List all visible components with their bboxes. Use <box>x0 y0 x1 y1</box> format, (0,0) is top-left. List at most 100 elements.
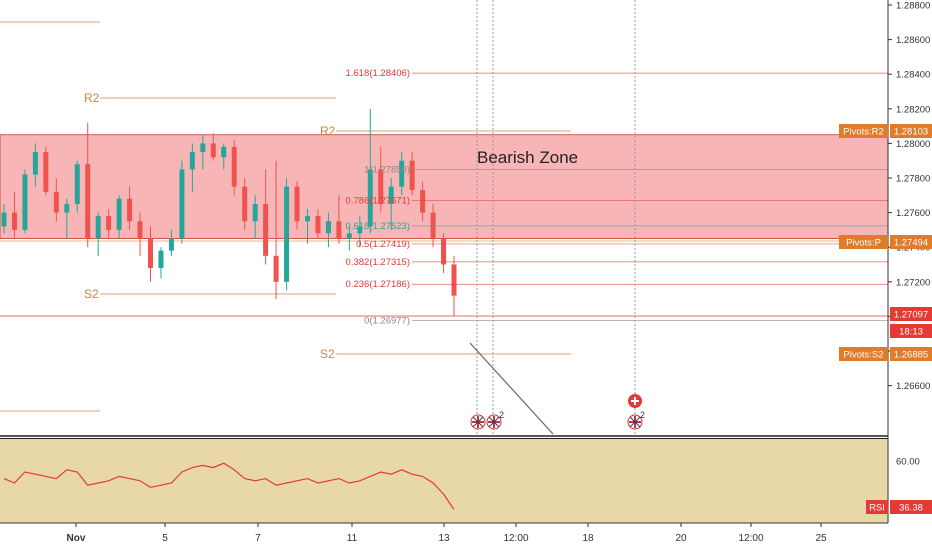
candle-body[interactable] <box>315 216 321 234</box>
current-price-badge[interactable] <box>890 307 932 321</box>
fib-level-label: 0.382(1.27315) <box>346 257 410 268</box>
candle-body[interactable] <box>148 238 154 268</box>
candle-body[interactable] <box>43 152 49 192</box>
candle-body[interactable] <box>399 160 405 187</box>
candle-body[interactable] <box>284 186 290 282</box>
price-tick-label: 1.26600 <box>896 381 930 392</box>
candle-body[interactable] <box>304 216 310 222</box>
candle-body[interactable] <box>1 212 7 227</box>
candle-body[interactable] <box>32 152 38 175</box>
rsi-value-badge[interactable] <box>890 500 932 514</box>
pivots-p-badge-label: Pivots:P <box>846 238 881 249</box>
candle-body[interactable] <box>388 186 394 204</box>
price-tick-label: 1.28600 <box>896 35 930 46</box>
candle-body[interactable] <box>85 164 91 239</box>
candle-body[interactable] <box>64 203 70 213</box>
pivots-r2-badge-label: Pivots:R2 <box>843 127 884 138</box>
candle-body[interactable] <box>231 146 237 187</box>
candle-body[interactable] <box>294 186 300 222</box>
price-scale[interactable] <box>888 0 932 523</box>
fib-level-label: 0.786(1.27671) <box>346 195 410 206</box>
candle-body[interactable] <box>127 198 133 222</box>
pivots-s2-badge[interactable] <box>890 347 932 361</box>
rsi-line[interactable] <box>3 462 455 510</box>
candle-body[interactable] <box>137 221 143 239</box>
rsi-label: RSI <box>869 503 885 514</box>
time-tick-label: 18 <box>582 533 594 544</box>
candle-body[interactable] <box>221 146 227 158</box>
pivot-r2-label-left: R2 <box>84 91 100 105</box>
uk-flag-icon[interactable] <box>486 414 502 430</box>
pivots-s2-badge-label: Pivots:S2 <box>843 350 883 361</box>
candle-body[interactable] <box>409 160 415 191</box>
price-tick-label: 1.28000 <box>896 139 930 150</box>
candle-body[interactable] <box>420 190 426 213</box>
candle-body[interactable] <box>179 169 185 239</box>
uk-flag-icon[interactable] <box>627 414 643 430</box>
bearish-zone[interactable] <box>0 134 889 239</box>
candle-body[interactable] <box>357 226 363 234</box>
pivot-r2-label: R2 <box>320 124 336 138</box>
candle-body[interactable] <box>273 255 279 282</box>
rsi-label-box <box>866 500 888 514</box>
time-tick-label: Nov <box>67 533 86 544</box>
candle-body[interactable] <box>106 216 112 230</box>
pivots-p-badge[interactable] <box>890 235 932 249</box>
candle-body[interactable] <box>74 164 80 204</box>
fib-level-label: 0.618(1.27523) <box>346 221 410 232</box>
time-tick-label: 12:00 <box>738 533 763 544</box>
candle-body[interactable] <box>325 221 331 234</box>
pivots-r2-badge[interactable] <box>890 124 932 138</box>
time-tick-label: 25 <box>815 533 827 544</box>
price-tick-label: 1.27800 <box>896 174 930 185</box>
candle-body[interactable] <box>11 212 17 230</box>
candle-body[interactable] <box>210 143 216 158</box>
candle-body[interactable] <box>95 216 101 239</box>
pivot-s2-label: S2 <box>320 347 335 361</box>
price-tick-label: 1.27200 <box>896 277 930 288</box>
event-count-badge: 2 <box>640 410 645 420</box>
candle-body[interactable] <box>168 238 174 251</box>
current-price-badge-value: 1.27097 <box>894 310 928 321</box>
countdown-badge[interactable] <box>890 324 932 338</box>
pivot-s2-label-left: S2 <box>84 287 99 301</box>
candle-body[interactable] <box>378 169 384 204</box>
candle-body[interactable] <box>263 203 269 256</box>
price-tick-label: 1.28800 <box>896 1 930 12</box>
rsi-pane[interactable] <box>0 438 888 523</box>
pivots-p-badge-value: 1.27494 <box>894 238 928 249</box>
time-axis[interactable] <box>0 523 932 550</box>
rsi-tick-label: 60.00 <box>896 457 920 468</box>
fib-level-label: 0(1.26977) <box>364 315 410 326</box>
event-count-badge: 2 <box>499 410 504 420</box>
fib-level-label: 1(1.27850) <box>364 164 410 175</box>
rsi-value: 36.38 <box>899 503 923 514</box>
candle-body[interactable] <box>53 191 59 213</box>
time-tick-label: 12:00 <box>503 533 528 544</box>
candle-body[interactable] <box>189 152 195 170</box>
time-tick-label: 5 <box>162 533 168 544</box>
swiss-flag-icon[interactable] <box>628 394 642 408</box>
candle-body[interactable] <box>346 233 352 239</box>
candle-body[interactable] <box>367 169 373 227</box>
candle-body[interactable] <box>200 143 206 153</box>
candle-body[interactable] <box>441 238 447 265</box>
uk-flag-icon[interactable] <box>470 414 486 430</box>
pivots-s2-badge-value: 1.26885 <box>894 350 928 361</box>
price-tick-label: 1.28200 <box>896 104 930 115</box>
candle-body[interactable] <box>336 221 342 239</box>
candle-body[interactable] <box>158 250 164 268</box>
candle-body[interactable] <box>22 174 28 230</box>
candle-body[interactable] <box>252 203 258 222</box>
time-tick-label: 11 <box>347 533 358 544</box>
projection-trendline[interactable] <box>469 342 554 435</box>
fib-level-label: 0.5(1.27419) <box>356 239 410 250</box>
candle-body[interactable] <box>116 198 122 230</box>
candle-body[interactable] <box>451 264 457 296</box>
pivots-r2-badge-label-box <box>839 124 888 138</box>
countdown-badge-value: 18:13 <box>899 327 923 338</box>
candle-body[interactable] <box>242 186 248 222</box>
price-tick-label: 1.28400 <box>896 70 930 81</box>
